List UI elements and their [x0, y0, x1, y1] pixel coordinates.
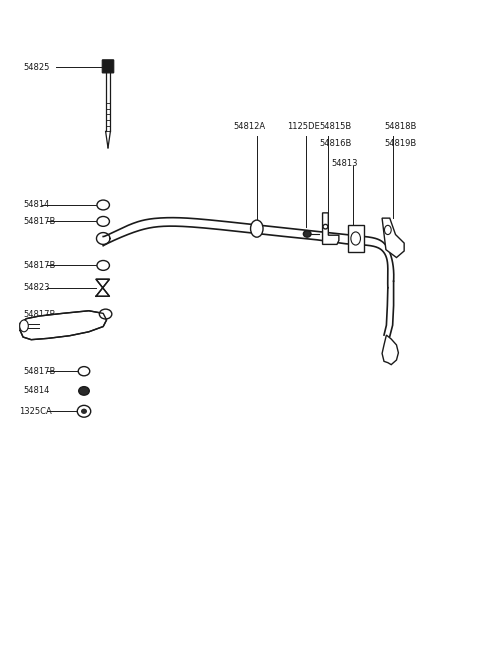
- Text: 54814: 54814: [23, 200, 49, 210]
- Text: 54817B: 54817B: [23, 367, 55, 376]
- Ellipse shape: [97, 217, 109, 226]
- Text: 54816B: 54816B: [319, 139, 351, 148]
- Text: 54814: 54814: [23, 386, 49, 396]
- Text: 54818B: 54818B: [384, 122, 416, 131]
- Polygon shape: [382, 218, 404, 258]
- Ellipse shape: [77, 405, 91, 417]
- Text: 1125DE: 1125DE: [287, 122, 320, 131]
- Circle shape: [351, 232, 360, 245]
- Ellipse shape: [303, 231, 311, 237]
- Polygon shape: [20, 311, 107, 340]
- FancyBboxPatch shape: [102, 60, 114, 73]
- Ellipse shape: [97, 200, 109, 210]
- Text: 54825: 54825: [23, 62, 49, 72]
- Circle shape: [251, 220, 263, 237]
- Ellipse shape: [81, 409, 87, 414]
- Polygon shape: [96, 279, 109, 296]
- Polygon shape: [382, 335, 398, 365]
- Text: 54817B: 54817B: [23, 309, 55, 319]
- Text: 1325CA: 1325CA: [19, 407, 52, 416]
- Ellipse shape: [79, 386, 89, 396]
- FancyBboxPatch shape: [348, 225, 364, 252]
- Text: 54812A: 54812A: [234, 122, 266, 131]
- Ellipse shape: [323, 224, 328, 229]
- Ellipse shape: [99, 309, 112, 319]
- Polygon shape: [323, 213, 339, 244]
- Text: 54813: 54813: [331, 159, 358, 168]
- Circle shape: [20, 320, 28, 332]
- Text: 54823: 54823: [23, 283, 49, 292]
- Text: 54819B: 54819B: [384, 139, 416, 148]
- Circle shape: [384, 225, 391, 235]
- Text: 54815B: 54815B: [319, 122, 351, 131]
- Text: 54817B: 54817B: [23, 217, 55, 226]
- Ellipse shape: [78, 367, 90, 376]
- Text: 54817B: 54817B: [23, 261, 55, 270]
- Ellipse shape: [97, 260, 109, 271]
